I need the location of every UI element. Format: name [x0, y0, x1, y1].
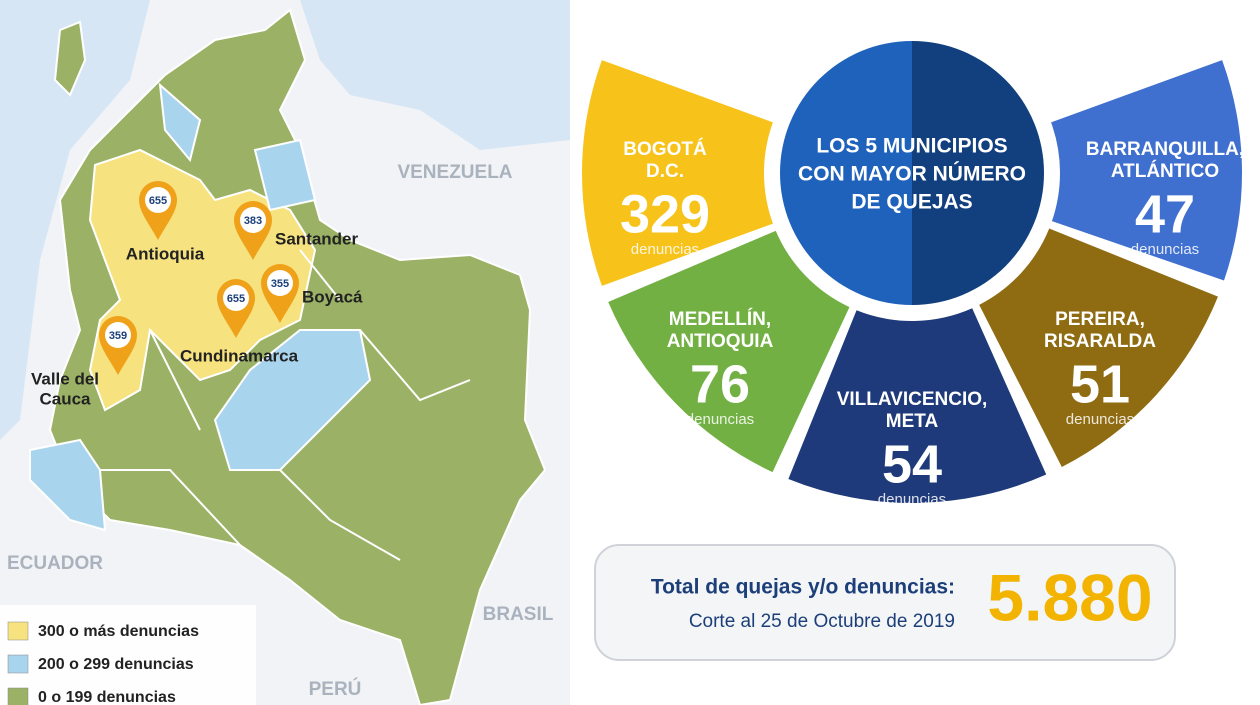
center-left [780, 41, 912, 305]
municipality-name: BOGOTÁ [623, 138, 707, 160]
ring-segment [608, 230, 850, 473]
municipality-count: 76 [690, 354, 750, 414]
center-right [912, 41, 1044, 305]
total-cutoff: Corte al 25 de Octubre de 2019 [689, 611, 955, 632]
border [100, 249, 471, 561]
municipality-count: 51 [1070, 354, 1130, 414]
total-value: 5.880 [987, 560, 1152, 634]
municipality-unit: denuncias [1131, 241, 1199, 258]
region-mid [158, 82, 202, 163]
sea [300, 0, 570, 150]
country-label: BRASIL [483, 604, 554, 625]
municipality-name: PEREIRA, [1055, 309, 1145, 330]
municipality-count: 54 [882, 434, 942, 494]
municipality-name: ATLÁNTICO [1111, 160, 1219, 182]
total-background [594, 544, 1176, 661]
municipality-unit: denuncias [686, 411, 754, 428]
total-label: Total de quejas y/o denuncias: [651, 576, 955, 599]
legend-label: 300 o más denuncias [38, 623, 199, 640]
ring-segment [979, 228, 1218, 468]
total-box: Total de quejas y/o denuncias: Corte al … [594, 544, 1176, 661]
municipality-unit: denuncias [631, 241, 699, 258]
region-mid [213, 329, 372, 471]
center-title: CON MAYOR NÚMERO [798, 162, 1026, 186]
sea [0, 0, 150, 440]
pin-count: 655 [149, 195, 167, 207]
legend-swatch [7, 621, 29, 641]
ring-segment [582, 60, 773, 286]
map-panel: VENEZUELA ECUADOR BRASIL PERÚ 655 Antioqu… [0, 0, 570, 705]
country-label: PERÚ [309, 678, 362, 700]
pin-center [267, 270, 293, 296]
region-mid [29, 438, 107, 532]
center-title: LOS 5 MUNICIPIOS [816, 135, 1007, 158]
municipality-name: ANTIOQUIA [667, 331, 774, 352]
pin-count: 355 [271, 278, 289, 290]
legend-box [0, 605, 256, 705]
department-label: Antioquia [126, 244, 205, 263]
pin-count: 383 [244, 215, 262, 227]
ring-segment [788, 308, 1047, 503]
center-title: DE QUEJAS [851, 191, 972, 214]
pin-count: 359 [109, 330, 127, 342]
municipality-name: META [886, 411, 939, 432]
municipality-unit: denuncias [878, 491, 946, 508]
country-label: ECUADOR [7, 553, 103, 574]
legend-swatch [7, 654, 29, 674]
municipality-name: RISARALDA [1044, 331, 1156, 352]
country-label: VENEZUELA [397, 162, 512, 183]
municipality-unit: denuncias [1066, 411, 1134, 428]
department-label: Cauca [39, 389, 91, 408]
department-label: Santander [275, 229, 359, 248]
municipality-name: D.C. [646, 161, 684, 182]
legend-label: 0 o 199 denuncias [38, 689, 176, 705]
municipality-name: VILLAVICENCIO, [837, 389, 988, 410]
department-label: Cundinamarca [180, 346, 299, 365]
municipality-name: BARRANQUILLA, [1086, 139, 1244, 160]
pin-center [145, 187, 171, 213]
ring-segment [1051, 60, 1242, 281]
legend-label: 200 o 299 denuncias [38, 656, 194, 673]
island [53, 20, 87, 97]
municipality-name: MEDELLÍN, [669, 308, 771, 330]
pin-center [223, 285, 249, 311]
region-mid [253, 138, 317, 212]
pins: 655 Antioquia 383 Santander 355 Boyacá 655 Cund… [31, 180, 363, 408]
department-label: Boyacá [302, 287, 363, 306]
municipality-count: 329 [620, 184, 710, 244]
department-label: Valle del [31, 369, 99, 388]
municipality-count: 47 [1135, 184, 1195, 244]
pin-count: 655 [227, 293, 245, 305]
legend-swatch [7, 687, 29, 705]
pin-center [105, 322, 131, 348]
ranking-panel: BOGOTÁD.C.329denunciasMEDELLÍN,ANTIOQUIA… [582, 41, 1244, 508]
pin-center [240, 207, 266, 233]
